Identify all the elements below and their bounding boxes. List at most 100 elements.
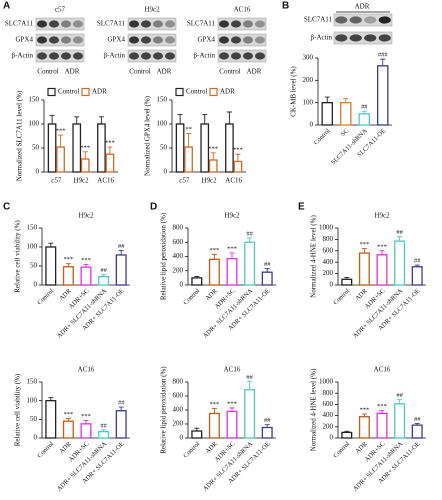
bar (226, 257, 238, 286)
y-tick-label: 0 (330, 281, 334, 289)
blot-band (242, 20, 254, 28)
group-label: ADR (157, 68, 172, 76)
significance-label: ## (264, 417, 271, 424)
chart-title: H9c2 (224, 212, 240, 220)
protein-label: SLC7A11 (5, 20, 34, 28)
blot-strip (217, 49, 267, 63)
significance-label: ## (361, 104, 368, 111)
x-tick-label: AC16 (97, 177, 114, 185)
blot-band (242, 36, 254, 44)
error-bar (101, 274, 107, 277)
bar (321, 102, 333, 126)
error-bar (361, 413, 367, 417)
error-bar (247, 380, 253, 390)
y-axis-label: Relative cell viability (%) (14, 373, 22, 446)
x-tick-label: ADR (58, 440, 73, 455)
error-bar (83, 264, 89, 268)
error-bar (107, 146, 113, 155)
bar (358, 252, 370, 286)
blot-band (378, 34, 391, 42)
error-bar (210, 152, 216, 160)
y-axis-label: Relative lipid peroxidation (%) (160, 212, 168, 300)
y-tick-label: 300 (303, 54, 314, 62)
error-bar (343, 98, 349, 103)
blot-band (164, 36, 176, 44)
error-bar (229, 252, 235, 259)
blot-band (378, 16, 391, 24)
blot-band (48, 36, 60, 44)
panel-label: E (298, 202, 305, 213)
blot-band (128, 20, 140, 28)
error-bar (379, 250, 385, 255)
significance-label: ## (264, 261, 271, 268)
error-bar (101, 429, 107, 432)
legend-swatch (47, 87, 56, 97)
y-tick-label: 800 (323, 389, 334, 397)
blot-band (140, 52, 152, 60)
x-tick-label: AC16 (225, 177, 242, 185)
significance-label: *** (210, 247, 220, 254)
bar (98, 275, 110, 286)
blot-band (60, 52, 72, 60)
chart-title: AC16 (374, 366, 391, 374)
bar (358, 416, 370, 439)
bar (341, 278, 353, 286)
blot-band (152, 36, 164, 44)
panel-label: B (282, 1, 289, 12)
significance-label: *** (360, 406, 370, 413)
bar (80, 266, 92, 286)
bar (115, 410, 127, 439)
significance-label: ## (246, 374, 253, 381)
blot-band (140, 20, 152, 28)
x-tick-label: Control (332, 287, 351, 306)
error-bar (83, 420, 89, 424)
y-tick-label: 0 (330, 434, 334, 442)
y-tick-label: 800 (323, 235, 334, 243)
error-bar (226, 111, 232, 124)
x-tick-label: c57 (179, 177, 190, 185)
blot-band (164, 52, 176, 60)
blot-strip (127, 33, 177, 47)
y-tick-label: 0 (310, 121, 314, 129)
x-tick-label: ADR (58, 287, 73, 302)
legend-label: Control (58, 88, 79, 96)
blot-strip (35, 33, 85, 47)
y-tick-label: 50 (30, 415, 38, 423)
protein-label: β-Actin (311, 34, 333, 42)
blot-band (218, 52, 230, 60)
bar (200, 123, 210, 173)
panel-label: A (3, 1, 10, 12)
significance-label: *** (80, 144, 90, 151)
x-tick-label: Control (182, 440, 201, 459)
bar (105, 153, 115, 173)
error-bar (361, 110, 367, 114)
bar (191, 430, 203, 439)
group-label: ADR (65, 68, 80, 76)
significance-label: *** (377, 243, 387, 250)
blot-band (128, 36, 140, 44)
blot-band (242, 52, 254, 60)
significance-label: *** (81, 413, 91, 420)
blot-band (230, 20, 242, 28)
blot-band (48, 20, 60, 28)
chart-title: H9c2 (374, 212, 390, 220)
error-bar (211, 253, 217, 260)
error-bar (264, 268, 270, 273)
error-bar (49, 114, 55, 124)
chart-title: AC16 (78, 366, 95, 374)
legend-swatch (209, 87, 218, 97)
blot-band (152, 20, 164, 28)
error-bar (379, 410, 385, 414)
y-tick-label: 50 (30, 262, 38, 270)
bar (376, 254, 388, 286)
x-tick-label: Control (332, 440, 351, 459)
y-axis-label: Relative cell viability (%) (14, 220, 22, 293)
group-label: ADR (247, 68, 262, 76)
blot-band (254, 36, 266, 44)
error-bar (397, 398, 403, 404)
blot-band (140, 36, 152, 44)
significance-label: ## (396, 229, 403, 236)
x-tick-label: H9c2 (73, 177, 89, 185)
blot-title: H9c2 (144, 6, 160, 14)
y-tick-label: 600 (173, 392, 184, 400)
